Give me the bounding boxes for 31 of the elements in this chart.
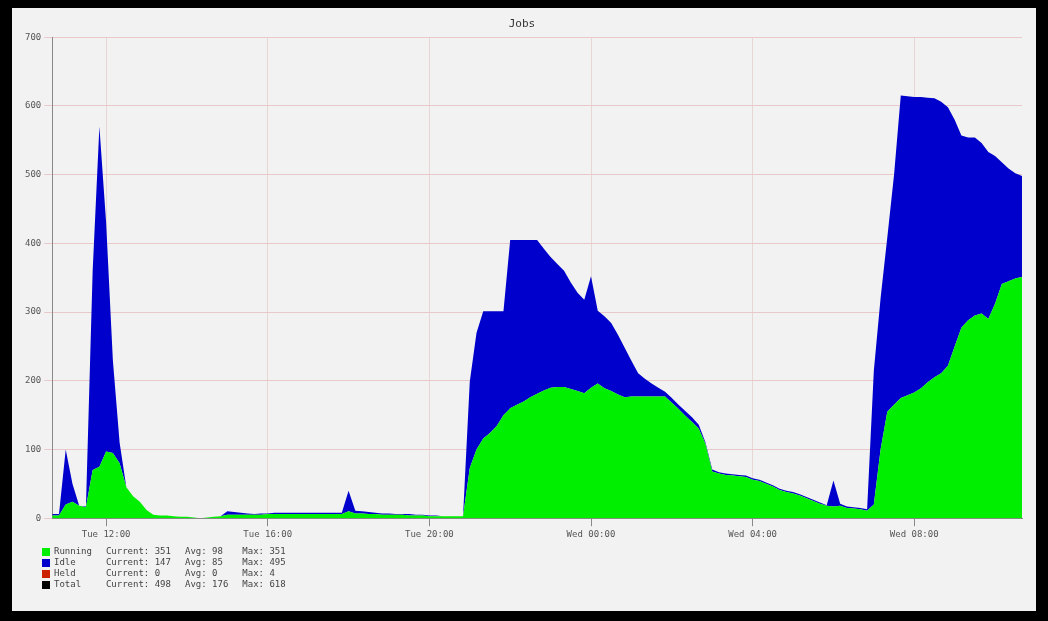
y-tick-label: 200: [24, 375, 42, 386]
y-tick-label: 0: [35, 512, 42, 523]
chart-title: Jobs: [508, 17, 536, 31]
text: Avg: 176: [184, 579, 230, 590]
x-tick-label: Tue 20:00: [404, 528, 454, 539]
legend-label: Running: [53, 546, 93, 557]
y-tick-label: 500: [24, 168, 42, 179]
x-tick-label: Wed 04:00: [728, 528, 778, 539]
y-tick-label: 600: [24, 100, 42, 111]
text: Max: 618: [242, 579, 287, 590]
text: Max: 495: [242, 557, 287, 568]
x-tick-label: Wed 08:00: [889, 528, 939, 539]
y-tick-label: 400: [24, 237, 42, 248]
legend-label: Held: [53, 568, 77, 579]
text: Avg: 98: [184, 546, 224, 557]
x-tick-label: Tue 16:00: [243, 528, 293, 539]
text: Avg: 0: [184, 568, 219, 579]
y-tick-label: 700: [24, 31, 42, 42]
text: Max: 4: [242, 568, 276, 579]
y-tick-label: 100: [24, 443, 42, 454]
legend-label: Total: [53, 579, 83, 590]
text: Current: 351: [105, 546, 172, 557]
x-tick-label: Wed 00:00: [566, 528, 616, 539]
y-tick-label: 300: [24, 306, 42, 317]
text: Current: 147: [105, 557, 172, 568]
text: Avg: 85: [184, 557, 224, 568]
text: Current: 498: [105, 579, 172, 590]
legend-label: Idle: [53, 557, 77, 568]
text: Max: 351: [242, 546, 287, 557]
x-tick-label: Tue 12:00: [81, 528, 131, 539]
text: Current: 0: [105, 568, 162, 579]
